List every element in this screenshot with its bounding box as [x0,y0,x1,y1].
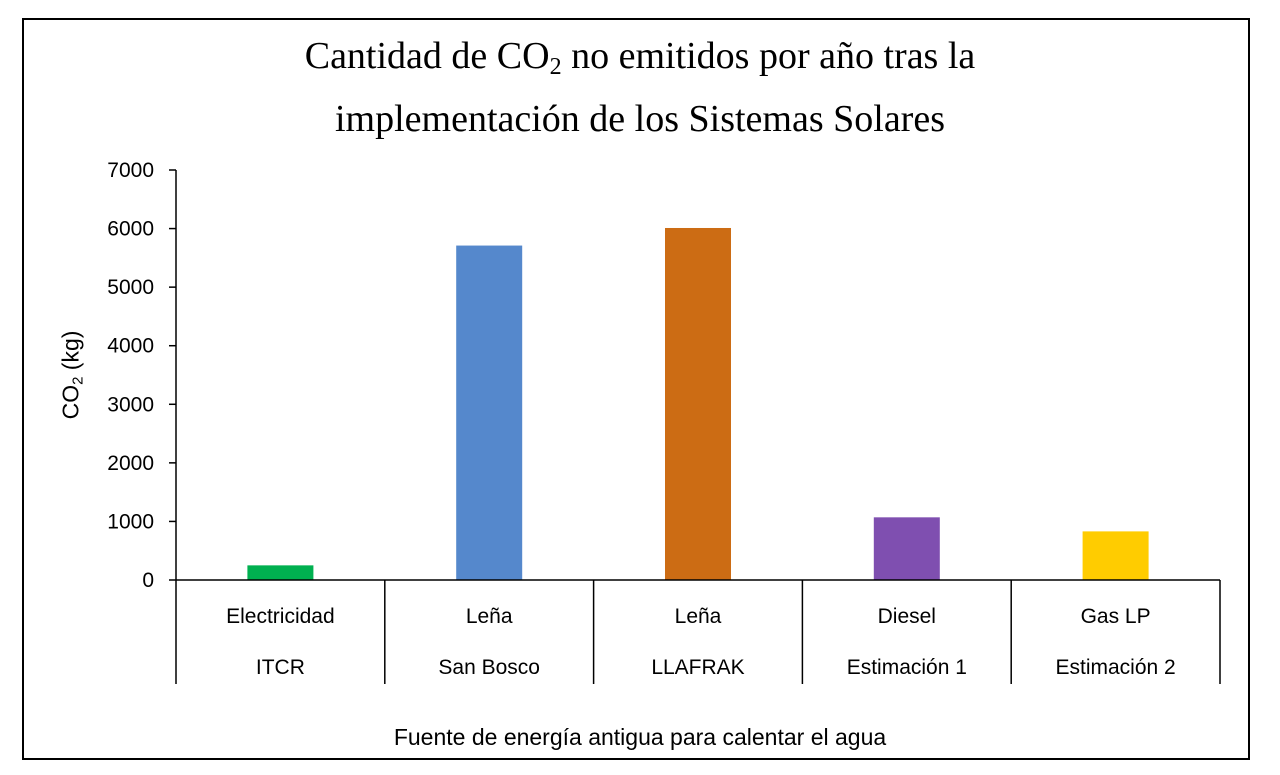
bar [247,565,314,580]
x-category-sublabel: Estimación 2 [1055,656,1175,679]
x-category-label: Leña [675,605,722,628]
chart-title-line-2: implementación de los Sistemas Solares [334,98,945,140]
x-category-sublabel: San Bosco [438,656,540,679]
y-tick-label: 0 [142,569,154,592]
bar [873,517,940,580]
x-category-sublabel: ITCR [256,656,305,679]
x-category-sublabel: LLAFRAK [651,656,744,679]
bar [456,245,523,581]
bar [665,227,731,580]
y-tick-label: 2000 [107,452,154,475]
bar [1082,531,1149,580]
x-category-sublabel: Estimación 1 [847,656,967,679]
y-tick-label: 7000 [107,159,154,182]
x-category-label: Diesel [878,605,936,628]
y-tick-label: 3000 [107,393,154,416]
y-tick-label: 5000 [107,276,154,299]
y-tick-label: 6000 [107,218,154,241]
x-category-label: Leña [466,605,513,628]
x-axis-label: Fuente de energía antigua para calentar … [393,724,887,750]
x-category-label: Electricidad [226,605,335,628]
chart-title: Cantidad de CO2 no emitidos por año tras… [0,30,1280,145]
y-tick-label: 1000 [107,510,154,533]
y-tick-label: 4000 [107,335,154,358]
chart-frame [22,18,1250,760]
x-category-label: Gas LP [1081,605,1151,628]
chart-title-line-1: Cantidad de CO2 no emitidos por año tras… [304,35,976,80]
